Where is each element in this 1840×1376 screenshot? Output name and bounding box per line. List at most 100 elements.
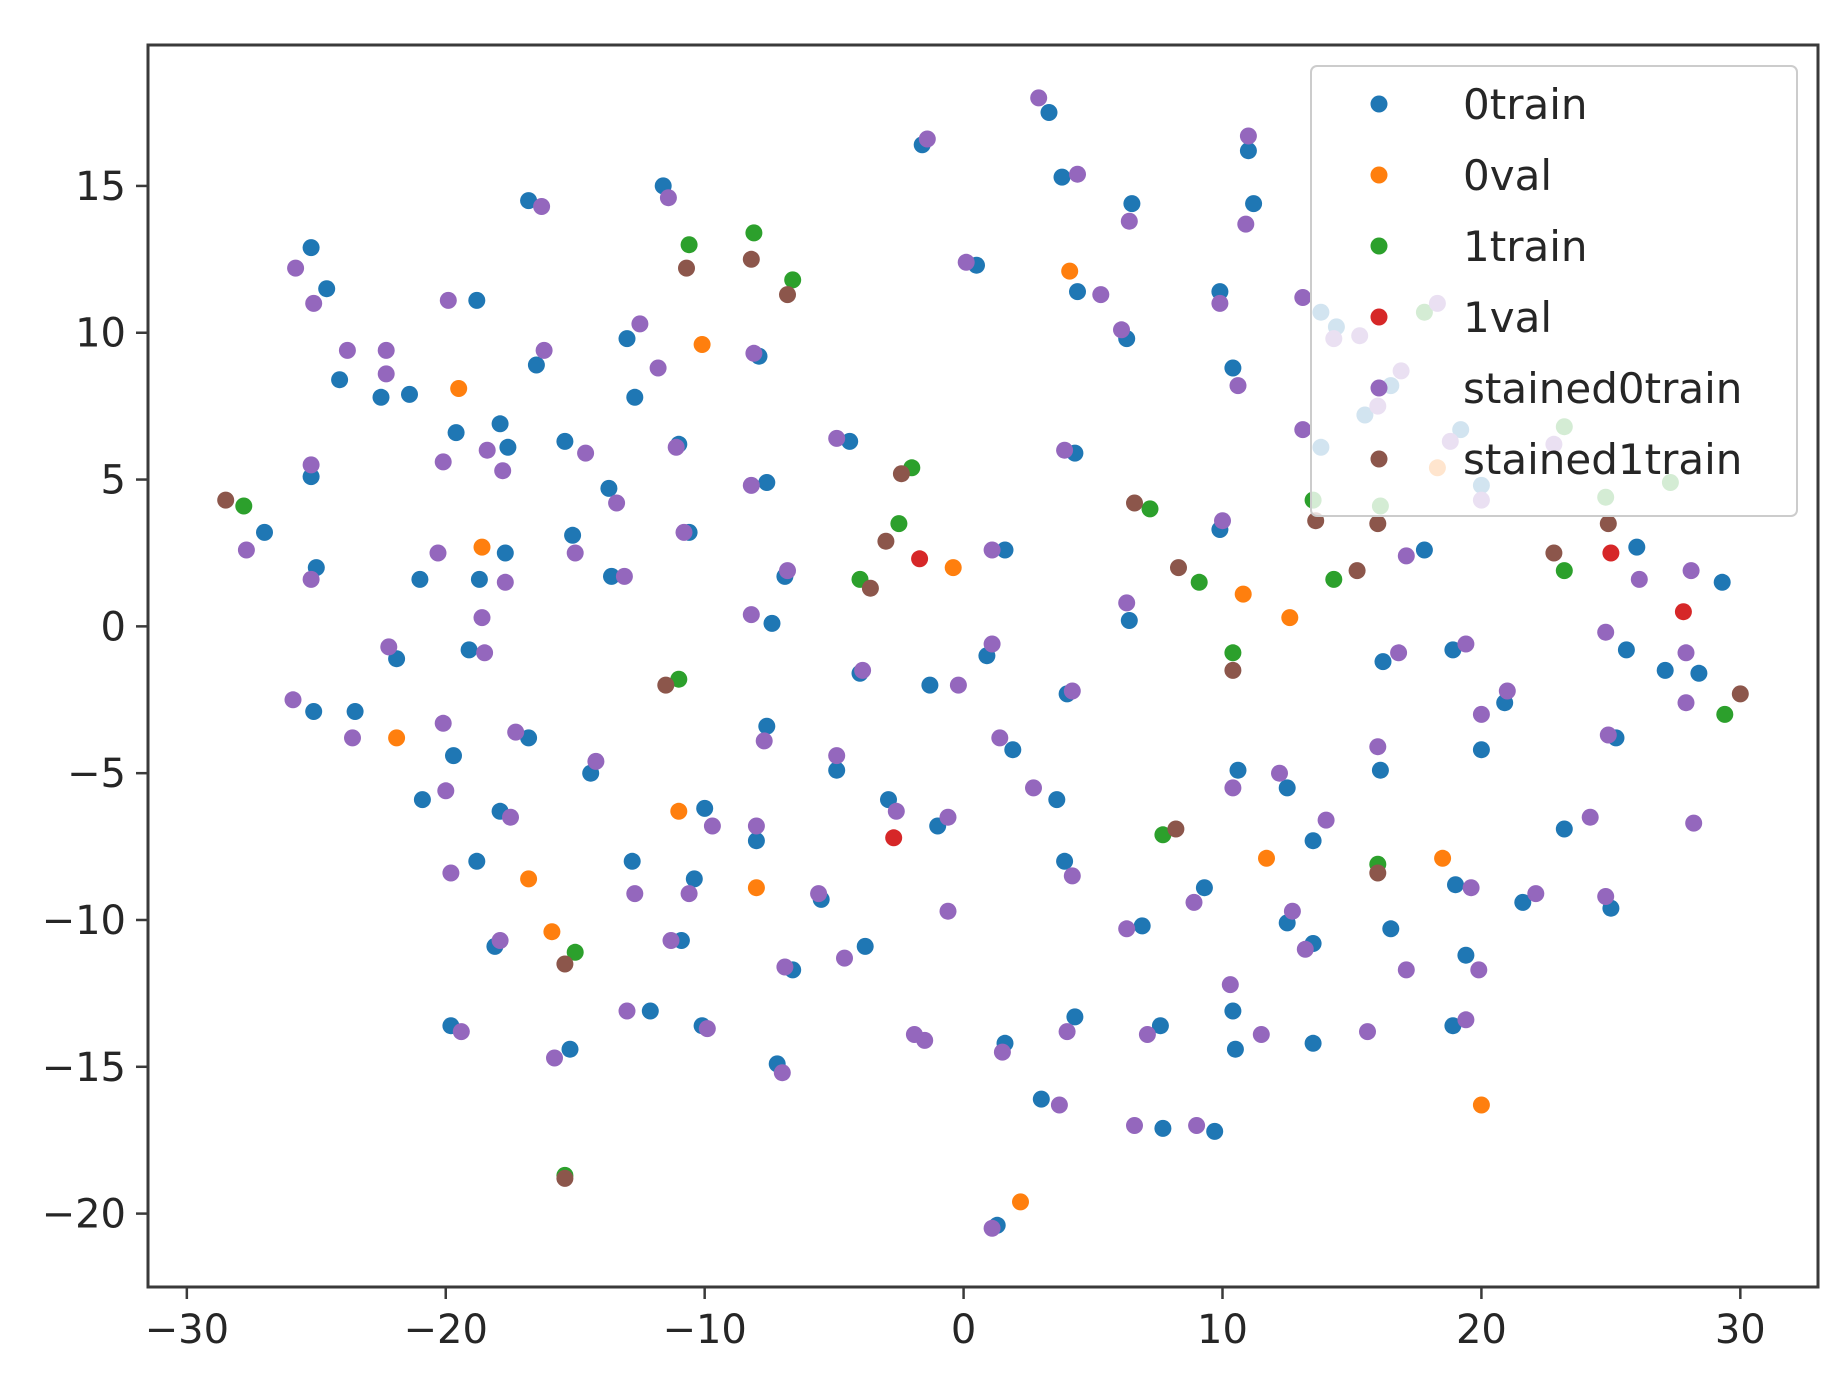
data-point	[1224, 359, 1242, 377]
data-point	[1206, 1122, 1224, 1140]
data-point	[675, 523, 693, 541]
data-point	[1058, 1023, 1076, 1041]
data-point	[703, 817, 721, 835]
data-point	[1470, 961, 1488, 979]
data-point	[680, 236, 698, 254]
data-point	[478, 441, 496, 459]
data-point	[670, 802, 688, 820]
y-tick-label: −20	[42, 1192, 126, 1238]
data-point	[1304, 1034, 1322, 1052]
data-point	[1229, 761, 1247, 779]
data-point	[1382, 920, 1400, 938]
data-point	[556, 955, 574, 973]
data-point	[1472, 1096, 1490, 1114]
data-point	[1188, 1117, 1206, 1134]
data-point	[447, 424, 465, 442]
data-point	[1050, 1096, 1068, 1114]
data-point	[742, 476, 760, 494]
series-stained1train	[217, 250, 1749, 1187]
data-point	[546, 1049, 563, 1067]
data-point	[1271, 764, 1288, 782]
data-point	[1677, 694, 1695, 712]
data-point	[693, 336, 711, 353]
legend-marker	[1370, 308, 1388, 326]
data-point	[439, 291, 457, 309]
data-point	[763, 614, 781, 632]
data-point	[1444, 1017, 1462, 1035]
data-point	[1195, 879, 1213, 897]
data-point	[1126, 1117, 1143, 1134]
data-point	[1677, 644, 1695, 662]
data-point	[944, 559, 962, 577]
legend-label: stained1train	[1463, 435, 1742, 484]
data-point	[993, 1043, 1011, 1061]
data-point	[745, 224, 763, 242]
data-point	[473, 538, 491, 556]
legend-marker	[1370, 95, 1388, 113]
data-point	[1294, 421, 1312, 439]
data-point	[1597, 888, 1615, 905]
data-point	[1245, 195, 1263, 213]
data-point	[680, 885, 698, 903]
data-point	[1126, 494, 1143, 512]
data-point	[1211, 294, 1229, 312]
data-point	[698, 1020, 716, 1038]
data-point	[1597, 623, 1615, 641]
data-point	[696, 799, 714, 817]
data-point	[1170, 559, 1187, 577]
data-point	[302, 239, 320, 257]
data-point	[626, 885, 644, 903]
data-point	[1390, 644, 1408, 662]
series-1val	[885, 544, 1692, 847]
data-point	[939, 808, 957, 826]
data-point	[1069, 283, 1086, 301]
data-point	[1617, 641, 1635, 659]
data-point	[1004, 741, 1022, 759]
data-point	[491, 415, 509, 433]
y-tick-label: −15	[42, 1045, 126, 1091]
data-point	[527, 356, 545, 374]
data-point	[828, 429, 846, 447]
data-point	[957, 253, 975, 271]
data-point	[577, 444, 595, 462]
data-point	[1731, 685, 1749, 703]
data-point	[1030, 89, 1048, 107]
data-point	[1348, 562, 1366, 580]
data-point	[667, 438, 685, 456]
data-point	[1224, 644, 1242, 662]
data-point	[287, 259, 305, 277]
y-tick-label: 0	[101, 604, 126, 650]
data-point	[377, 365, 395, 383]
data-point	[1397, 961, 1415, 979]
data-point	[1138, 1026, 1156, 1043]
data-point	[1283, 902, 1301, 920]
data-point	[921, 676, 939, 694]
data-point	[1462, 879, 1480, 897]
data-point	[1063, 682, 1081, 700]
data-point	[1415, 541, 1433, 559]
data-point	[302, 468, 320, 486]
data-point	[318, 280, 336, 298]
x-tick-label: 0	[951, 1307, 976, 1353]
data-point	[1040, 104, 1058, 121]
data-point	[659, 189, 677, 207]
data-point	[877, 532, 895, 550]
data-point	[1457, 1011, 1475, 1029]
data-point	[556, 1169, 574, 1187]
data-point	[1602, 544, 1620, 562]
data-point	[856, 937, 874, 955]
data-point	[1325, 570, 1343, 588]
data-point	[305, 294, 323, 312]
plot-area-frame	[146, 43, 1820, 1289]
data-point	[237, 541, 255, 559]
data-point	[662, 932, 680, 949]
data-point	[747, 817, 765, 835]
data-point	[1371, 761, 1389, 779]
data-point	[1190, 573, 1208, 591]
data-point	[284, 691, 302, 709]
data-points	[217, 89, 1749, 1237]
data-point	[1685, 814, 1703, 832]
data-point	[1294, 289, 1312, 306]
data-point	[331, 371, 349, 389]
